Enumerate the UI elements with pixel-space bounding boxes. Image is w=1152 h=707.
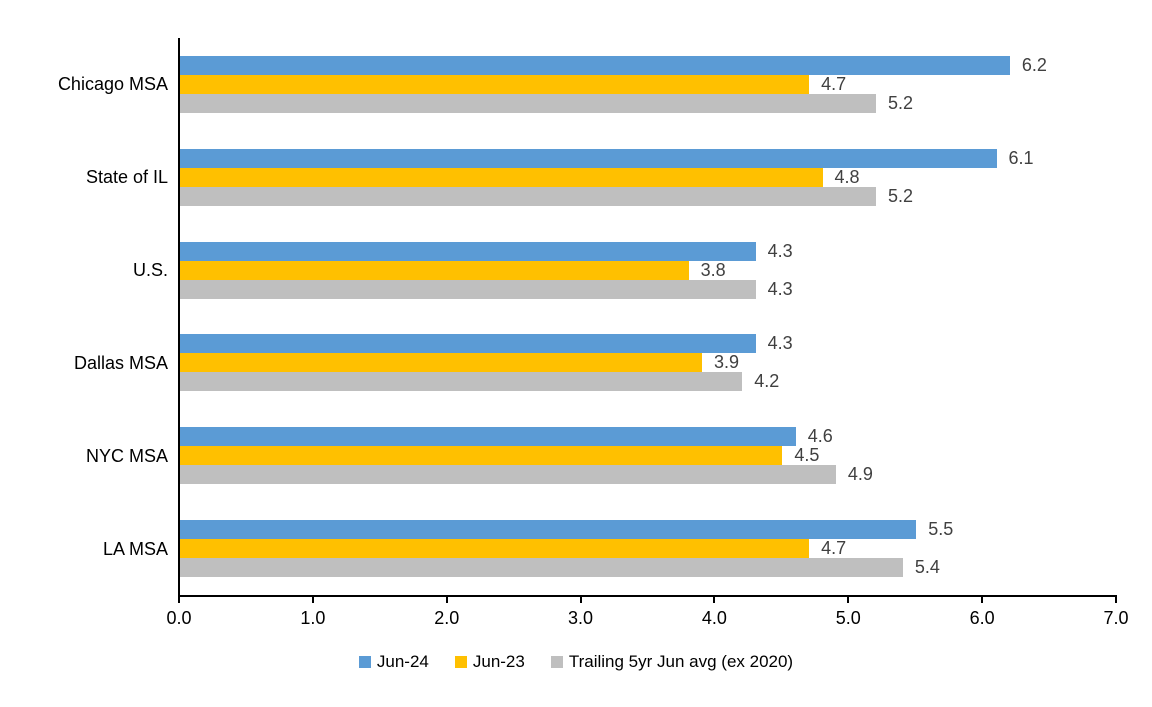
category-label: NYC MSA	[85, 445, 168, 466]
bar-jun-24	[180, 427, 796, 447]
x-axis-tick	[445, 597, 448, 603]
data-label: 5.2	[888, 185, 914, 206]
category-label: State of IL	[85, 167, 168, 188]
x-axis-tick	[178, 597, 180, 603]
bar-jun-23	[180, 446, 783, 466]
legend: Jun-24 Jun-23 Trailing 5yr Jun avg (ex 202…	[0, 652, 1152, 672]
data-label: 4.3	[767, 333, 793, 354]
bar-trailing-5yr-jun-avg-ex-2020	[180, 186, 877, 206]
data-label: 5.5	[928, 519, 954, 540]
bar-jun-23	[180, 539, 810, 559]
x-axis-tick	[847, 597, 850, 603]
data-label: 4.2	[754, 371, 780, 392]
bar-jun-24	[180, 55, 1010, 75]
bar-jun-23	[180, 74, 810, 94]
x-axis-tick-label: 3.0	[568, 608, 594, 628]
x-axis-tick-label: 0.0	[166, 608, 192, 628]
x-axis-tick	[1115, 597, 1117, 603]
legend-label: Trailing 5yr Jun avg (ex 2020)	[568, 652, 794, 671]
data-label: 4.7	[821, 538, 847, 559]
x-axis-tick-label: 7.0	[1103, 608, 1129, 628]
data-label: 4.8	[834, 166, 860, 187]
bar-trailing-5yr-jun-avg-ex-2020	[180, 93, 877, 113]
bar-jun-23	[180, 353, 703, 373]
legend-label: Jun-23	[472, 652, 525, 671]
bar-jun-24	[180, 334, 756, 354]
x-axis-tick	[579, 597, 582, 603]
data-label: 4.3	[767, 240, 793, 261]
category-label: Dallas MSA	[73, 352, 168, 373]
x-axis-tick-label: 5.0	[835, 608, 861, 628]
data-label: 6.2	[1021, 54, 1047, 75]
x-axis-tick-label: 4.0	[701, 608, 727, 628]
data-label: 5.2	[888, 92, 914, 113]
legend-item-jun-24: Jun-24	[358, 652, 429, 672]
bar-jun-23	[180, 167, 823, 187]
bar-trailing-5yr-jun-avg-ex-2020	[180, 372, 743, 392]
legend-swatch-icon	[358, 656, 371, 668]
bar-trailing-5yr-jun-avg-ex-2020	[180, 279, 756, 299]
data-label: 4.3	[767, 278, 793, 299]
x-axis-tick	[981, 597, 984, 603]
data-label: 3.9	[714, 352, 740, 373]
category-label: LA MSA	[102, 538, 168, 559]
category-label: Chicago MSA	[57, 74, 168, 95]
bar-jun-24	[180, 520, 917, 540]
data-label: 4.9	[847, 464, 873, 485]
x-axis-tick-label: 2.0	[434, 608, 460, 628]
legend-item-trailing-5yr-jun-avg-ex-2020: Trailing 5yr Jun avg (ex 2020)	[550, 652, 794, 672]
x-axis-tick	[311, 597, 314, 603]
bar-jun-24	[180, 241, 756, 261]
data-label: 4.5	[794, 445, 820, 466]
bar-jun-24	[180, 148, 997, 168]
category-label: U.S.	[132, 260, 168, 281]
legend-swatch-icon	[454, 656, 467, 668]
x-axis-tick-label: 1.0	[300, 608, 326, 628]
plot-area: 6.2 4.7 5.2 6.1 4.8 5.2 4.3 3.8 4.3 4.3 3.9 4.2 4.6 4…	[178, 38, 1117, 597]
data-label: 5.4	[914, 557, 940, 578]
data-label: 6.1	[1008, 147, 1034, 168]
data-label: 3.8	[700, 259, 726, 280]
legend-item-jun-23: Jun-23	[454, 652, 525, 672]
legend-label: Jun-24	[376, 652, 429, 671]
data-label: 4.6	[807, 426, 833, 447]
x-axis-tick-label: 6.0	[969, 608, 995, 628]
bar-trailing-5yr-jun-avg-ex-2020	[180, 558, 903, 578]
x-axis-tick	[713, 597, 716, 603]
bar-trailing-5yr-jun-avg-ex-2020	[180, 465, 836, 485]
bar-jun-23	[180, 260, 689, 280]
legend-swatch-icon	[550, 656, 563, 668]
data-label: 4.7	[821, 73, 847, 94]
